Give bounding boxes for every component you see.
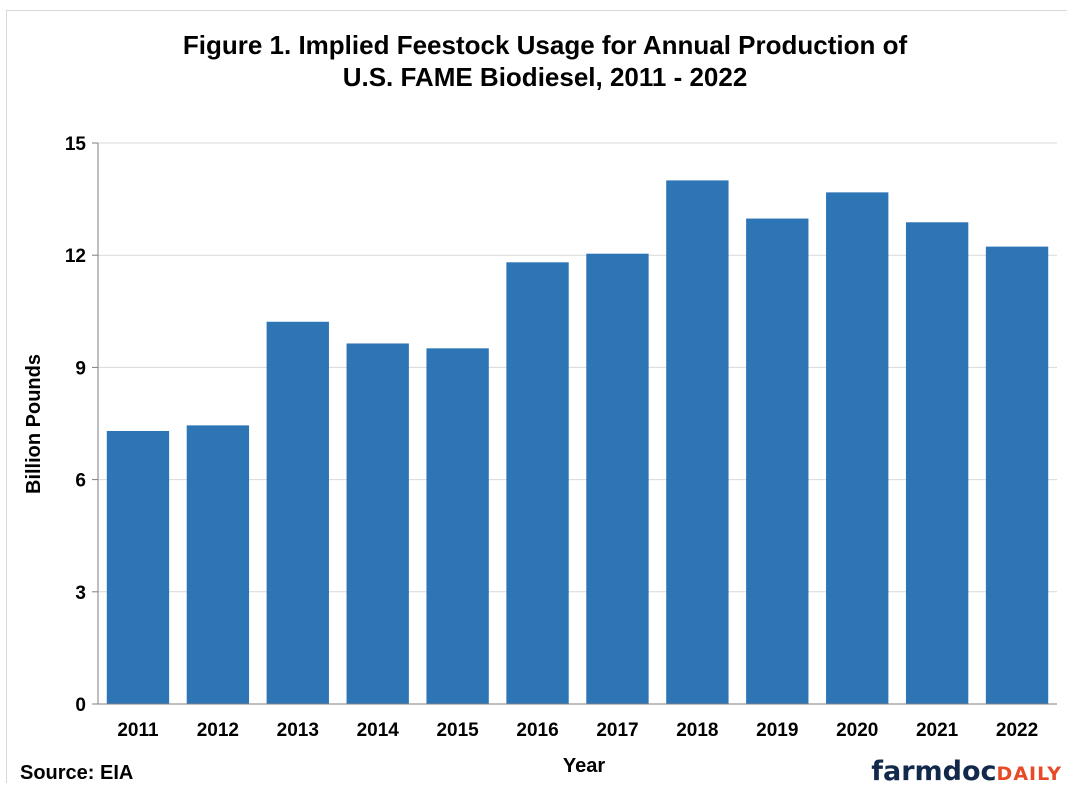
- bar-2020: [826, 192, 888, 704]
- logo-sub: DAILY: [997, 763, 1062, 785]
- x-tick-label-2013: 2013: [277, 720, 319, 741]
- farmdoc-logo-text: farmdocDAILY: [871, 756, 1062, 785]
- logo-main: farmdoc: [871, 756, 996, 785]
- bar-2019: [746, 219, 808, 704]
- x-tick-labels: 2011 2012 2013 2014 2015 2016 2017 2018 2019 2020…: [117, 720, 1038, 741]
- x-tick-label-2015: 2015: [436, 720, 479, 741]
- bar-2011: [107, 431, 169, 704]
- bar-2013: [267, 322, 329, 704]
- y-tick-label-6: 6: [75, 471, 86, 492]
- bar-2021: [906, 222, 968, 704]
- y-tick-label-12: 12: [65, 246, 86, 267]
- farmdoc-daily-logo: farmdocDAILY: [871, 756, 1062, 785]
- y-tick-labels: 0 3 6 9 12 15: [65, 134, 87, 716]
- chart-title: Figure 1. Implied Feestock Usage for Ann…: [183, 30, 908, 92]
- x-tick-label-2022: 2022: [996, 720, 1038, 741]
- x-tick-label-2018: 2018: [676, 720, 718, 741]
- bar-2022: [986, 247, 1048, 704]
- bar-2014: [347, 343, 409, 704]
- x-tick-label-2014: 2014: [357, 720, 400, 741]
- x-tick-label-2021: 2021: [916, 720, 959, 741]
- x-tick-label-2020: 2020: [836, 720, 878, 741]
- chart-title-line-2: U.S. FAME Biodiesel, 2011 - 2022: [343, 62, 748, 92]
- x-tick-label-2019: 2019: [756, 720, 798, 741]
- x-tick-label-2012: 2012: [197, 720, 239, 741]
- y-tick-label-3: 3: [75, 583, 86, 604]
- source-note: Source: EIA: [20, 762, 133, 784]
- bars: [107, 180, 1048, 704]
- y-axis-title: Billion Pounds: [23, 354, 45, 494]
- x-axis-title: Year: [563, 755, 605, 777]
- x-tick-label-2016: 2016: [516, 720, 558, 741]
- y-tick-label-15: 15: [65, 134, 87, 155]
- y-tick-label-9: 9: [75, 358, 86, 379]
- x-tick-label-2017: 2017: [596, 720, 638, 741]
- bar-2015: [426, 348, 488, 704]
- x-tick-label-2011: 2011: [117, 720, 159, 741]
- bar-2012: [187, 425, 249, 704]
- bar-2016: [506, 262, 568, 704]
- bar-2017: [586, 254, 648, 704]
- y-tick-label-0: 0: [75, 695, 86, 716]
- chart-title-line-1: Figure 1. Implied Feestock Usage for Ann…: [183, 30, 908, 60]
- bar-2018: [666, 180, 728, 704]
